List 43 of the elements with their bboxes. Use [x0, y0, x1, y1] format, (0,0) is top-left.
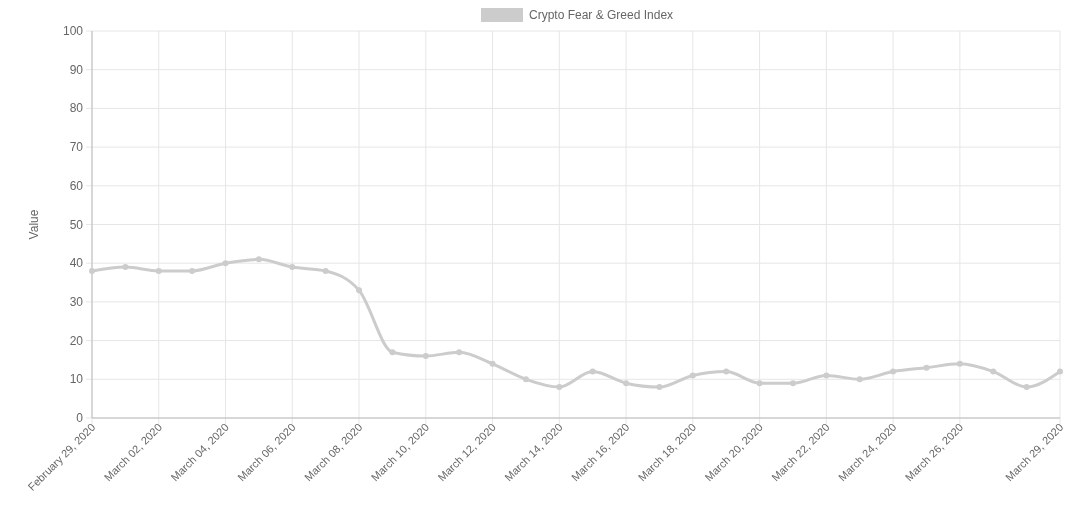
point: [1057, 368, 1063, 375]
legend-label: Crypto Fear & Greed Index: [529, 8, 674, 22]
y-axis-title: Value: [27, 209, 41, 240]
point: [923, 364, 930, 371]
point: [489, 360, 496, 367]
point: [422, 353, 429, 360]
y-tick-label: 100: [62, 24, 84, 38]
point: [689, 372, 696, 379]
point: [89, 267, 95, 274]
point: [389, 349, 396, 356]
point: [723, 368, 730, 375]
point: [255, 256, 262, 263]
point: [1023, 384, 1030, 391]
point: [990, 368, 997, 375]
y-tick-label: 80: [69, 101, 84, 116]
point: [222, 260, 229, 267]
point: [189, 267, 196, 274]
point: [856, 376, 863, 383]
point: [890, 368, 897, 375]
y-tick-label: 70: [69, 140, 84, 155]
y-tick-label: 0: [76, 411, 84, 425]
y-tick-label: 40: [69, 256, 84, 271]
point: [556, 384, 563, 391]
point: [322, 267, 329, 274]
point: [356, 287, 363, 294]
y-tick-label: 20: [69, 333, 84, 348]
point: [623, 380, 630, 387]
point: [456, 349, 463, 356]
y-tick-label: 90: [69, 62, 84, 77]
point: [522, 376, 529, 383]
y-tick-label: 10: [69, 372, 84, 387]
point: [956, 360, 963, 367]
point: [823, 372, 830, 379]
point: [155, 267, 162, 274]
point: [289, 264, 296, 271]
point: [122, 264, 129, 271]
point: [656, 384, 663, 391]
point: [756, 380, 763, 387]
y-tick-label: 60: [69, 178, 84, 193]
point: [589, 368, 596, 375]
point: [789, 380, 796, 387]
y-tick-label: 50: [69, 217, 84, 232]
y-tick-label: 30: [69, 294, 84, 309]
